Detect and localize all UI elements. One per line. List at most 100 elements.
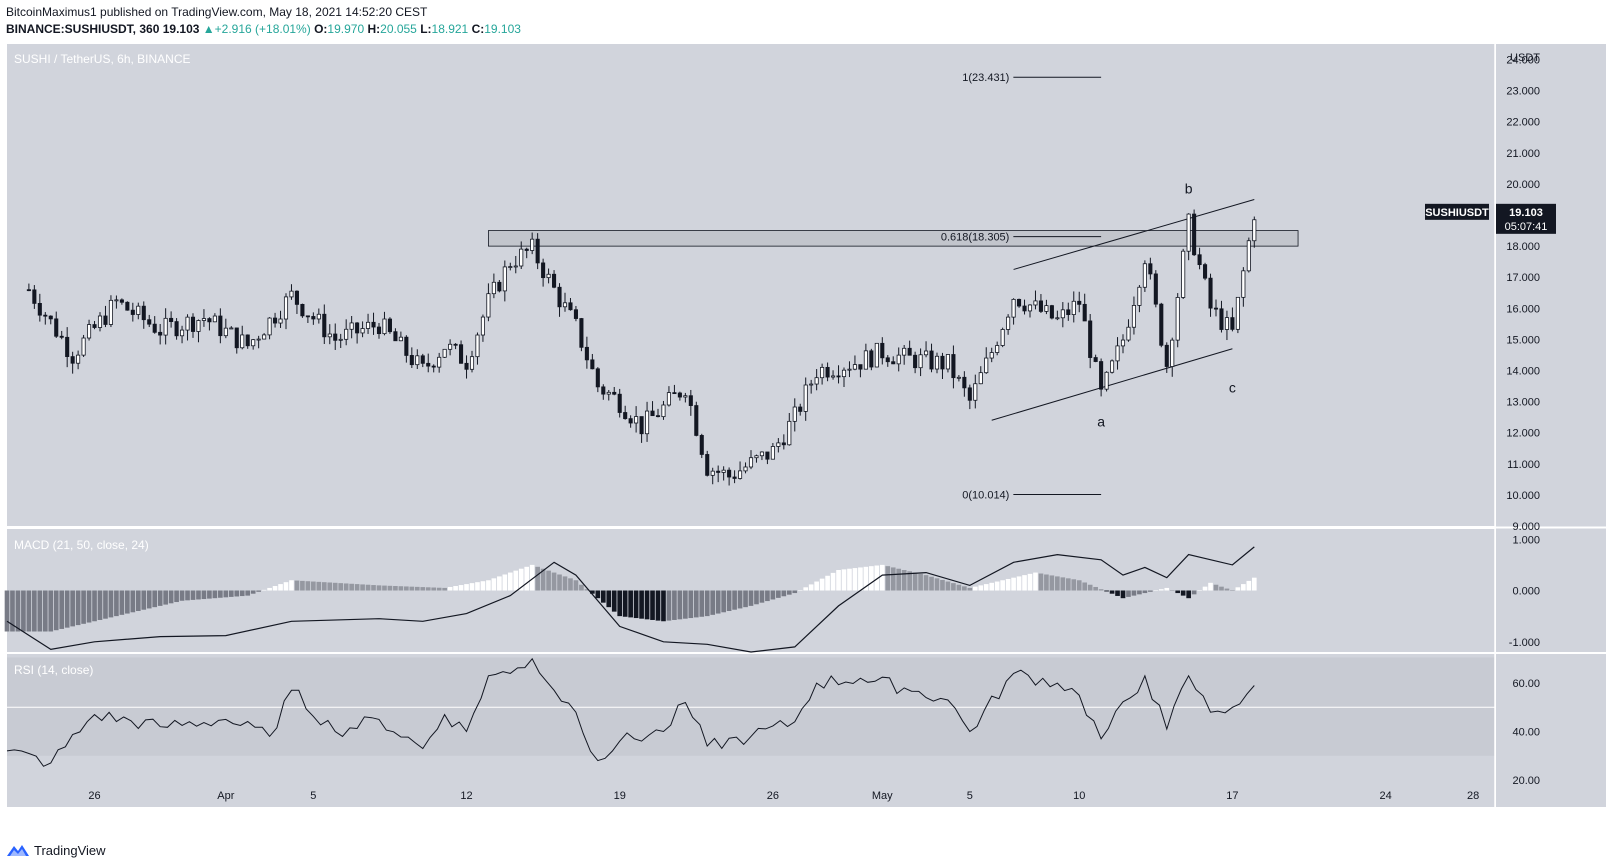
symbol-label[interactable]: BINANCE:SUSHIUSDT, 360 [6, 22, 160, 36]
macd-histogram-bar [447, 586, 453, 591]
macd-histogram-bar [1131, 590, 1137, 596]
candle-up [1071, 300, 1076, 315]
candle-up [1137, 286, 1142, 306]
candle-up [896, 354, 901, 365]
candle-down [305, 315, 310, 318]
candle-up [108, 299, 113, 325]
candle-up [978, 372, 983, 385]
macd-histogram-bar [595, 590, 601, 599]
macd-histogram-bar [349, 583, 354, 591]
price-tick-label: 23.000 [1506, 86, 1540, 98]
candle-down [869, 350, 874, 368]
candle-down [1159, 303, 1164, 346]
macd-histogram-bar [540, 568, 546, 591]
candle-down [393, 331, 398, 342]
candle-up [327, 333, 332, 338]
low-label: L: [420, 22, 432, 36]
macd-histogram-bar [75, 590, 81, 626]
macd-histogram-bar [1065, 578, 1071, 591]
price-tick-label: 10.000 [1506, 490, 1540, 502]
macd-histogram-bar [557, 574, 562, 591]
macd-histogram-bar [863, 566, 869, 591]
header-price: 19.103 [162, 22, 200, 36]
macd-histogram-bar [967, 587, 973, 591]
macd-histogram-bar [693, 590, 699, 618]
candle-down [612, 391, 617, 395]
candle-down [409, 355, 414, 366]
macd-histogram-bar [1219, 586, 1224, 591]
macd-histogram-bar [568, 578, 573, 591]
candle-up [1027, 304, 1033, 312]
candle-down [885, 357, 890, 363]
candle-up [382, 318, 387, 335]
candle-down [1066, 309, 1071, 315]
candle-down [147, 319, 152, 325]
macd-histogram-bar [513, 570, 519, 591]
macd-histogram-bar [414, 586, 420, 591]
macd-histogram-bar [442, 587, 447, 591]
macd-histogram-bar [1202, 586, 1208, 591]
candle-down [1038, 300, 1043, 312]
candle-down [130, 309, 135, 315]
candle-up [475, 334, 480, 358]
macd-histogram-bar [956, 584, 962, 591]
candle-up [81, 337, 86, 356]
tradingview-brand: TradingView [34, 842, 106, 858]
candle-down [1022, 305, 1027, 312]
candle-down [125, 301, 130, 311]
candle-up [163, 317, 168, 336]
macd-histogram-bar [535, 566, 540, 591]
wave-label-a: a [1097, 413, 1105, 429]
price-pane [7, 44, 1495, 526]
macd-histogram-bar [486, 580, 491, 591]
chart-area[interactable]: SUSHI / TetherUS, 6h, BINANCE MACD (21, 5… [0, 42, 1608, 812]
candle-up [924, 350, 929, 356]
candle-up [809, 383, 814, 386]
macd-tick-label: 1.000 [1512, 534, 1540, 546]
candle-up [1131, 305, 1136, 328]
macd-histogram-bar [748, 590, 754, 606]
candle-up [738, 470, 743, 479]
tradingview-footer[interactable]: TradingView [6, 840, 106, 860]
candle-up [185, 316, 190, 331]
macd-histogram-bar [327, 582, 333, 591]
macd-histogram-bar [611, 590, 617, 612]
candle-down [1148, 263, 1153, 275]
candle-down [907, 347, 912, 356]
candle-up [1104, 371, 1109, 390]
candle-down [552, 273, 557, 288]
macd-histogram-bar [135, 590, 141, 611]
macd-histogram-bar [114, 590, 119, 617]
macd-histogram-bar [360, 584, 365, 591]
price-axis-pane [1496, 44, 1606, 807]
macd-histogram-bar [929, 576, 934, 591]
candle-up [316, 313, 321, 320]
macd-histogram-bar [885, 566, 891, 591]
candle-down [524, 248, 529, 251]
candle-down [1153, 273, 1158, 305]
macd-histogram-bar [1033, 572, 1038, 591]
candle-down [190, 316, 196, 332]
wave-label-b: b [1185, 180, 1193, 196]
macd-histogram-bar [907, 571, 912, 591]
macd-histogram-bar [1186, 590, 1191, 599]
candle-up [338, 338, 343, 341]
time-tick-label: 10 [1073, 790, 1085, 802]
candle-up [945, 354, 950, 370]
macd-histogram-bar [1027, 573, 1033, 591]
macd-histogram-bar [951, 583, 956, 591]
candle-down [1197, 254, 1202, 266]
candle-up [349, 322, 354, 330]
candle-up [1055, 317, 1060, 320]
candle-down [119, 299, 124, 303]
macd-histogram-bar [37, 590, 43, 632]
price-tick-label: 22.000 [1506, 117, 1540, 129]
candle-up [366, 321, 371, 329]
candle-up [1006, 316, 1011, 330]
candle-down [300, 303, 305, 317]
candle-up [1110, 360, 1115, 373]
macd-histogram-bar [256, 590, 261, 592]
macd-histogram-bar [655, 590, 661, 621]
candle-down [732, 476, 737, 479]
macd-histogram-bar [1115, 590, 1120, 596]
